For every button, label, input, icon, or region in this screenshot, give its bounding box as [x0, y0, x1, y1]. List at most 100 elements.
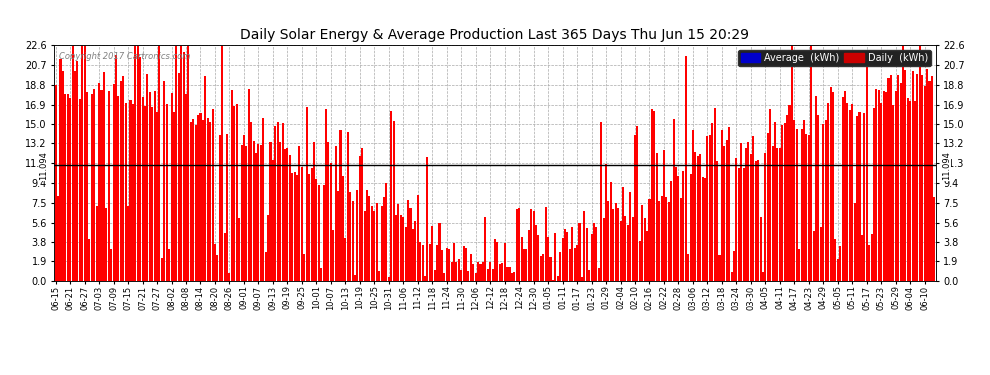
Bar: [57, 196, 59, 281]
Bar: [252, 141, 254, 281]
Text: 11.094: 11.094: [40, 151, 49, 180]
Bar: [759, 217, 761, 281]
Bar: [400, 215, 402, 281]
Bar: [865, 53, 868, 281]
Bar: [593, 223, 595, 281]
Bar: [724, 146, 726, 281]
Bar: [325, 109, 327, 281]
Bar: [308, 174, 310, 281]
Bar: [779, 148, 781, 281]
Bar: [96, 206, 98, 281]
Bar: [506, 267, 508, 281]
Bar: [264, 252, 266, 281]
Bar: [281, 123, 283, 281]
Bar: [803, 120, 805, 281]
Bar: [448, 249, 450, 281]
Bar: [259, 145, 262, 281]
Bar: [644, 218, 645, 281]
Bar: [650, 110, 653, 281]
Bar: [373, 211, 375, 281]
Bar: [547, 237, 549, 281]
Bar: [484, 217, 486, 281]
Bar: [815, 96, 817, 281]
Bar: [147, 74, 148, 281]
Bar: [561, 238, 563, 281]
Bar: [796, 129, 798, 281]
Bar: [405, 227, 407, 281]
Bar: [672, 119, 674, 281]
Bar: [595, 226, 597, 281]
Bar: [887, 78, 889, 281]
Bar: [769, 109, 771, 281]
Bar: [600, 122, 602, 281]
Bar: [861, 235, 863, 281]
Bar: [793, 120, 795, 281]
Bar: [231, 90, 233, 281]
Bar: [702, 177, 704, 281]
Bar: [224, 233, 226, 281]
Bar: [267, 215, 269, 281]
Bar: [61, 71, 64, 281]
Text: 11.094: 11.094: [941, 151, 950, 180]
Bar: [142, 97, 144, 281]
Bar: [465, 248, 467, 281]
Bar: [294, 172, 296, 281]
Bar: [721, 130, 723, 281]
Bar: [634, 135, 636, 281]
Bar: [217, 255, 219, 281]
Bar: [393, 121, 395, 281]
Bar: [197, 115, 199, 281]
Bar: [178, 74, 180, 281]
Bar: [610, 182, 612, 281]
Bar: [76, 61, 78, 281]
Bar: [931, 76, 933, 281]
Bar: [774, 122, 776, 281]
Bar: [677, 177, 679, 281]
Bar: [642, 205, 644, 281]
Bar: [501, 263, 503, 281]
Bar: [446, 248, 447, 281]
Bar: [788, 105, 791, 281]
Bar: [830, 87, 832, 281]
Bar: [728, 127, 731, 281]
Bar: [202, 120, 204, 281]
Bar: [699, 154, 701, 281]
Bar: [504, 243, 506, 281]
Bar: [571, 227, 573, 281]
Bar: [791, 46, 793, 281]
Bar: [432, 226, 434, 281]
Bar: [378, 271, 380, 281]
Bar: [762, 272, 764, 281]
Bar: [371, 206, 373, 281]
Bar: [719, 255, 721, 281]
Bar: [444, 273, 446, 281]
Bar: [825, 120, 827, 281]
Bar: [455, 262, 457, 281]
Bar: [115, 55, 117, 281]
Bar: [323, 185, 325, 281]
Bar: [127, 206, 129, 281]
Bar: [301, 167, 303, 281]
Bar: [566, 232, 568, 281]
Bar: [784, 123, 786, 281]
Bar: [185, 94, 187, 281]
Bar: [518, 208, 520, 281]
Bar: [523, 249, 525, 281]
Bar: [554, 232, 556, 281]
Bar: [93, 89, 95, 281]
Bar: [64, 94, 66, 281]
Bar: [212, 110, 214, 281]
Bar: [569, 249, 571, 281]
Bar: [658, 201, 660, 281]
Bar: [110, 249, 112, 281]
Bar: [827, 103, 830, 281]
Bar: [204, 76, 206, 281]
Bar: [605, 164, 607, 281]
Bar: [627, 225, 629, 281]
Bar: [277, 122, 279, 281]
Legend: Average  (kWh), Daily  (kWh): Average (kWh), Daily (kWh): [738, 50, 931, 66]
Bar: [897, 75, 899, 281]
Bar: [810, 46, 812, 281]
Bar: [766, 133, 769, 281]
Bar: [246, 146, 248, 281]
